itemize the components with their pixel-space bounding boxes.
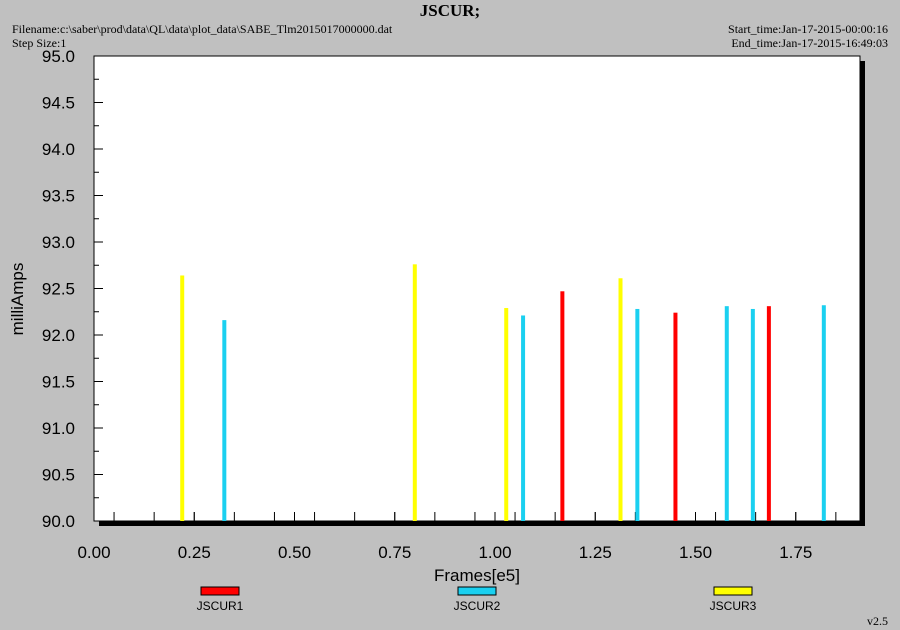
start-time-label: Start_time:Jan-17-2015-00:00:16 xyxy=(728,22,888,36)
y-tick-label: 95.0 xyxy=(42,47,75,66)
y-tick-label: 90.0 xyxy=(42,512,75,531)
legend-swatch-jscur2 xyxy=(457,586,497,596)
y-tick-label: 91.0 xyxy=(42,419,75,438)
step-size-label: Step Size:1 xyxy=(12,36,67,50)
legend-label-jscur1: JSCUR1 xyxy=(197,599,244,613)
jscur3-bar xyxy=(618,278,623,521)
x-tick-label: 1.50 xyxy=(679,543,712,562)
legend-label-jscur3: JSCUR3 xyxy=(710,599,757,613)
x-tick-label: 0.25 xyxy=(178,543,211,562)
jscur1-bar xyxy=(673,312,678,521)
y-tick-label: 94.0 xyxy=(42,140,75,159)
legend-label-jscur2: JSCUR2 xyxy=(454,599,501,613)
x-tick-label: 1.00 xyxy=(478,543,511,562)
data-bars xyxy=(180,264,826,521)
x-tick-label: 0.00 xyxy=(77,543,110,562)
jscur1-bar xyxy=(560,291,565,521)
y-tick-label: 94.5 xyxy=(42,94,75,113)
x-tick-label: 0.75 xyxy=(378,543,411,562)
y-tick-label: 92.5 xyxy=(42,280,75,299)
x-axis: 0.00 0.25 0.50 0.75 1.00 1.25 1.50 1.75 xyxy=(77,512,812,562)
y-axis: 90.0 90.5 91.0 91.5 92.0 92.5 93.0 93.5 94.0 94.5… xyxy=(42,47,103,531)
x-axis-label: Frames[e5] xyxy=(434,566,520,585)
filename-label: Filename:c:\saber\prod\data\QL\data\plot… xyxy=(12,22,393,36)
y-tick-label: 92.0 xyxy=(42,326,75,345)
jscur1-bar xyxy=(766,306,771,521)
chart-title: JSCUR; xyxy=(419,1,481,20)
jscur2-bar xyxy=(724,306,729,521)
jscur3-bar xyxy=(504,308,509,521)
jscur2-bar xyxy=(635,308,640,521)
plot-background xyxy=(93,55,861,522)
y-tick-label: 93.5 xyxy=(42,187,75,206)
jscur2-bar xyxy=(222,320,227,521)
version-label: v2.5 xyxy=(867,614,888,628)
y-axis-label: milliAmps xyxy=(8,263,27,336)
jscur3-bar xyxy=(180,275,185,521)
jscur2-bar xyxy=(521,315,526,521)
y-tick-label: 90.5 xyxy=(42,466,75,485)
legend: JSCUR1 JSCUR2 JSCUR3 xyxy=(197,586,757,613)
y-tick-label: 91.5 xyxy=(42,373,75,392)
jscur3-bar xyxy=(412,264,417,521)
legend-swatch-jscur3 xyxy=(713,586,753,596)
legend-swatch-jscur1 xyxy=(200,586,240,596)
end-time-label: End_time:Jan-17-2015-16:49:03 xyxy=(731,36,888,50)
jscur2-bar xyxy=(821,305,826,521)
x-tick-label: 1.25 xyxy=(579,543,612,562)
x-tick-label: 1.75 xyxy=(779,543,812,562)
plot-area xyxy=(93,55,865,526)
x-tick-label: 0.50 xyxy=(278,543,311,562)
jscur2-bar xyxy=(750,308,755,521)
y-tick-label: 93.0 xyxy=(42,233,75,252)
